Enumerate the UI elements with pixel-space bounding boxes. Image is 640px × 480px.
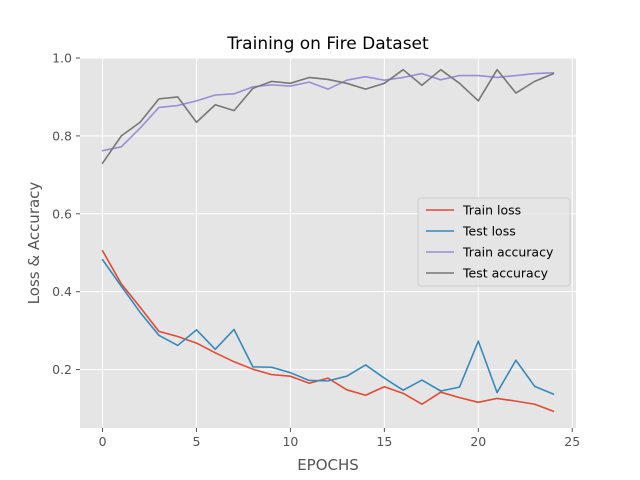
- x-tick-label: 15: [376, 434, 392, 449]
- series-line-train-loss: [101, 249, 555, 413]
- grid: [80, 57, 576, 428]
- x-tick-label: 0: [99, 434, 107, 449]
- legend-label-train-accuracy: Train accuracy: [462, 245, 554, 260]
- x-tick-label: 5: [193, 434, 201, 449]
- series-line-train-accuracy: [101, 72, 555, 152]
- legend-label-test-accuracy: Test accuracy: [462, 266, 549, 281]
- x-axis-label: EPOCHS: [297, 456, 359, 474]
- series-line-test-accuracy: [101, 68, 555, 164]
- x-tick-label: 10: [282, 434, 298, 449]
- x-tick-label: 20: [470, 434, 486, 449]
- chart-title: Training on Fire Dataset: [226, 34, 429, 54]
- y-tick-label: 1.0: [52, 51, 72, 66]
- legend-label-train-loss: Train loss: [462, 203, 521, 218]
- y-tick-label: 0.4: [52, 284, 72, 299]
- legend-label-test-loss: Test loss: [462, 224, 516, 239]
- legend-box: [417, 197, 571, 287]
- y-tick-label: 0.2: [52, 362, 72, 377]
- y-tick-label: 0.6: [52, 206, 72, 221]
- legend: Train loss Test loss Train accuracy Test ac…: [417, 197, 571, 287]
- series-lines: [101, 68, 555, 413]
- x-tick-label: 25: [564, 434, 580, 449]
- y-tick-label: 0.8: [52, 128, 72, 143]
- series-line-test-loss: [101, 258, 555, 395]
- axis-ticks: 0 5 10 15 20 25 0.2 0.4 0.6 0.8 1.0: [52, 51, 580, 450]
- y-axis-label: Loss & Accuracy: [25, 182, 43, 305]
